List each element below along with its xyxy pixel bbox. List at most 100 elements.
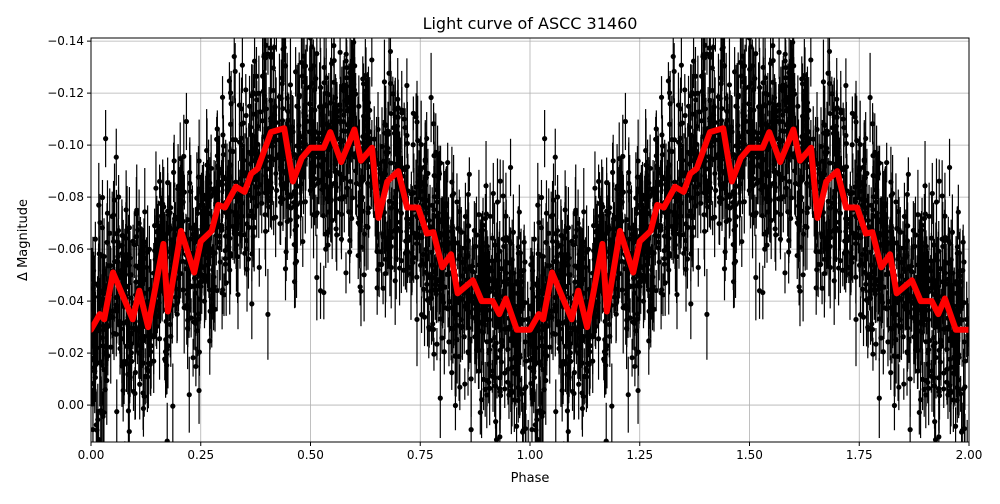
data-point [753,235,758,321]
data-point [318,263,323,319]
chart-title: Light curve of ASCC 31460 [423,14,638,33]
data-point [453,381,458,431]
y-tick-label: −0.06 [47,242,84,256]
data-point [438,358,443,438]
data-point [220,76,225,118]
data-point [261,0,266,18]
data-point [892,381,897,431]
data-point [411,117,416,173]
data-point [462,368,467,399]
data-point [249,269,254,340]
data-point [257,248,262,286]
data-point [688,269,693,340]
data-point [672,43,677,100]
data-point [757,263,762,319]
data-point [469,389,474,470]
y-tick-label: −0.10 [47,138,84,152]
data-point [609,363,614,448]
data-point [941,370,946,408]
data-point [484,183,489,246]
data-point [467,157,472,191]
data-point [233,43,238,100]
data-point [896,364,901,410]
y-axis-label: Δ Magnitude [16,199,31,281]
data-point [596,165,601,199]
data-point [923,183,928,246]
data-point [243,74,248,106]
data-point [604,403,609,480]
data-point [539,180,544,215]
data-point [170,363,175,448]
data-point [542,110,547,167]
data-point [782,252,787,293]
data-point [508,139,513,196]
y-tick-label: −0.08 [47,190,84,204]
data-point [305,0,310,52]
data-point [682,74,687,106]
y-tick-label: −0.02 [47,346,84,360]
data-point [240,37,245,93]
x-tick-label: 1.50 [736,448,763,462]
data-point [314,0,319,31]
data-point [620,273,625,308]
data-point [172,135,177,187]
data-point [497,401,502,473]
data-point [696,248,701,286]
data-point [850,117,855,173]
data-point [933,420,938,460]
data-point [428,53,433,142]
data-point [623,93,628,150]
data-point [906,157,911,191]
data-point [122,441,127,500]
data-point [404,58,409,112]
data-point [947,139,952,196]
y-tick-label: −0.14 [47,34,84,48]
data-point [553,379,558,444]
x-tick-label: 0.75 [407,448,434,462]
x-tick-label: 0.50 [297,448,324,462]
data-point [502,370,507,408]
x-tick-label: 1.25 [626,448,653,462]
data-point [723,222,728,281]
data-point [877,358,882,438]
data-point [704,269,709,360]
data-point [284,222,289,281]
data-point [181,273,186,308]
data-point [867,53,872,142]
data-point [314,235,319,321]
data-point [343,252,348,293]
y-tick-label: −0.12 [47,86,84,100]
x-tick-label: 1.75 [846,448,873,462]
data-point [232,10,237,103]
data-point [744,0,749,52]
data-point [184,93,189,150]
data-point [165,403,170,480]
data-point [753,0,758,31]
data-point [114,379,119,444]
x-tick-label: 0.00 [78,448,105,462]
x-axis-label: Phase [511,471,550,486]
data-point [157,165,162,199]
data-point [936,401,941,473]
data-point [901,368,906,399]
data-point [494,420,499,460]
data-point [457,364,462,410]
data-point [449,355,454,390]
x-tick-label: 1.00 [517,448,544,462]
data-point [757,0,762,52]
data-point [103,110,108,167]
data-point [888,355,893,390]
y-tick-label: 0.00 [57,398,84,412]
y-tick-label: −0.04 [47,294,84,308]
data-point [671,10,676,103]
x-tick-label: 2.00 [956,448,983,462]
data-point [611,135,616,187]
data-point [843,58,848,112]
x-tick-label: 0.25 [187,448,214,462]
data-point [561,441,566,500]
data-point [659,76,664,118]
data-point [265,269,270,360]
data-point [100,180,105,215]
data-point [700,0,705,18]
